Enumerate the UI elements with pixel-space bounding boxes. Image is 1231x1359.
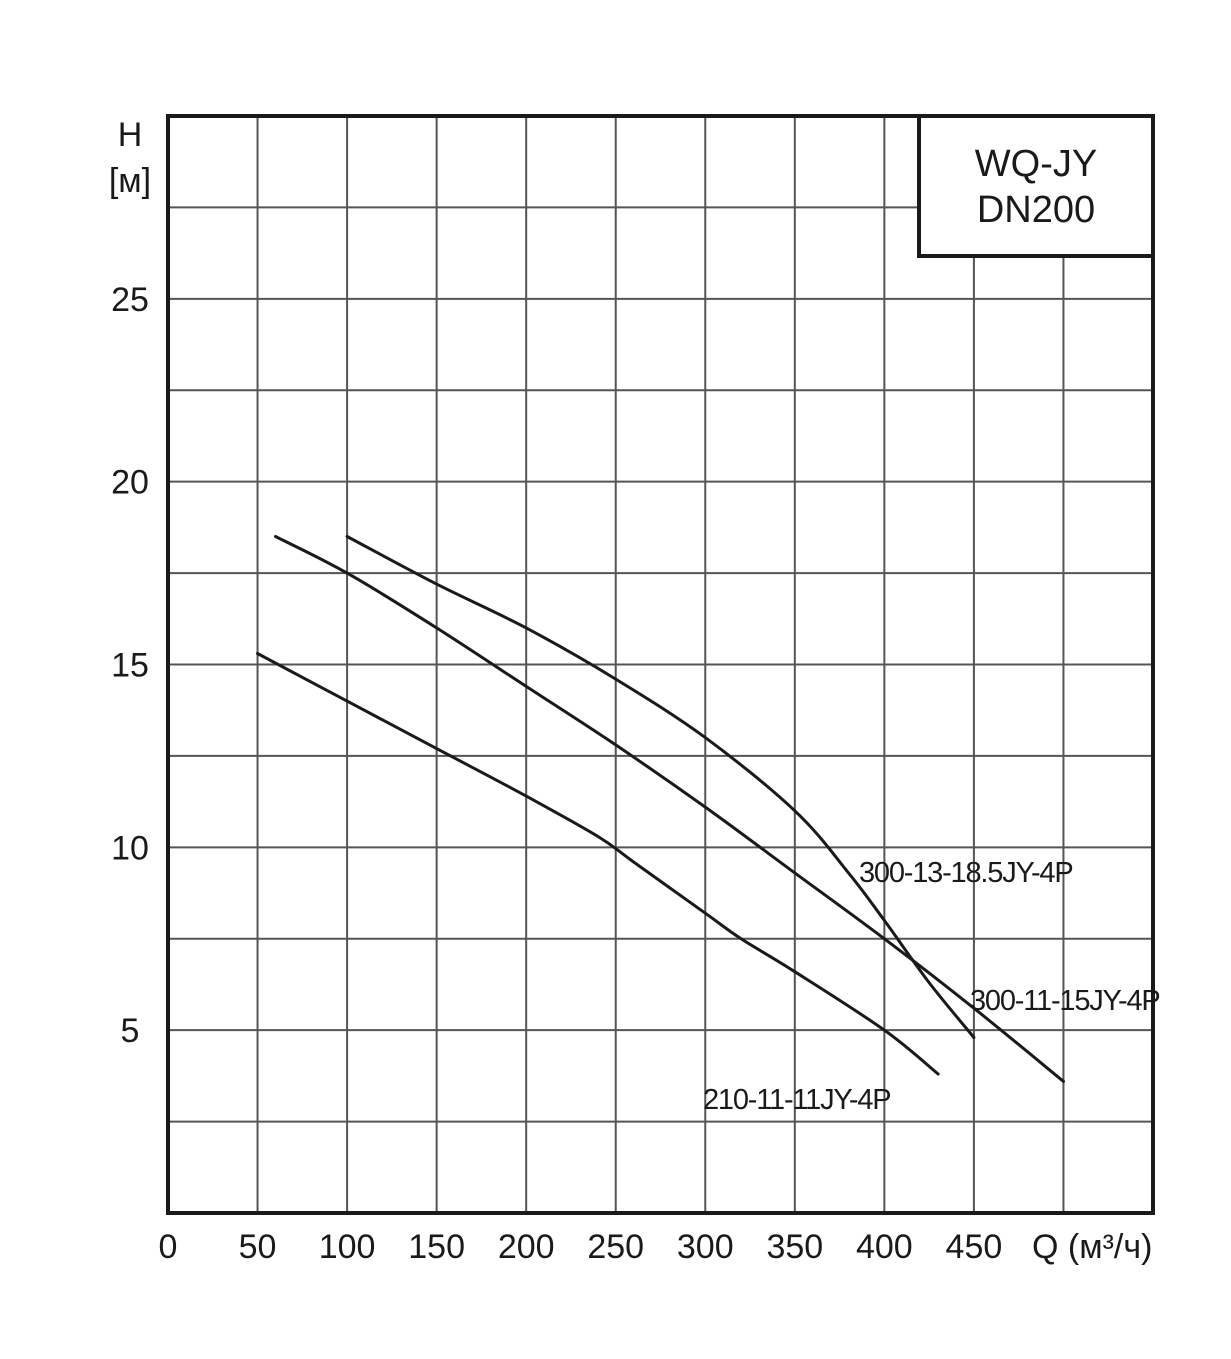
series-line-2 <box>256 652 940 1076</box>
plot-frame <box>166 114 1155 1215</box>
series-label-300-13: 300-13-18.5JY-4P <box>859 857 1073 889</box>
y-tick-label: 20 <box>111 464 149 502</box>
title-box: WQ-JY DN200 <box>917 114 1155 258</box>
y-tick-label: 25 <box>111 281 149 319</box>
curves <box>256 535 1065 1083</box>
y-axis-label-h: H <box>118 116 143 154</box>
x-tick-label: 0 <box>159 1228 178 1266</box>
x-tick-label: 300 <box>677 1228 734 1266</box>
x-tick-labels: 0 50 100 150 200 250 300 350 400 450 <box>159 1228 1003 1266</box>
x-tick-label: 250 <box>587 1228 644 1266</box>
grid <box>168 116 1153 1213</box>
x-tick-label: 400 <box>856 1228 913 1266</box>
x-tick-label: 350 <box>766 1228 823 1266</box>
x-tick-label: 150 <box>408 1228 465 1266</box>
y-tick-label: 10 <box>111 829 149 867</box>
y-tick-label: 5 <box>121 1012 140 1050</box>
series-line-0 <box>345 535 976 1039</box>
y-tick-labels: 5 10 15 20 25 <box>111 281 149 1050</box>
y-tick-label: 15 <box>111 647 149 685</box>
x-tick-label: 50 <box>239 1228 277 1266</box>
title-box-frame <box>917 114 1155 258</box>
chart-title-line-2: DN200 <box>977 189 1095 231</box>
x-tick-label: 450 <box>946 1228 1003 1266</box>
x-tick-label: 100 <box>319 1228 376 1266</box>
x-tick-label: 200 <box>498 1228 555 1266</box>
chart-title-line-1: WQ-JY <box>975 143 1097 185</box>
series-line-1 <box>274 535 1065 1083</box>
y-axis-label-unit: [м] <box>109 162 151 200</box>
series-label-300-11: 300-11-15JY-4P <box>970 985 1160 1017</box>
series-label-210-11: 210-11-11JY-4P <box>703 1084 890 1116</box>
x-axis-label: Q (м³/ч) <box>1032 1228 1152 1266</box>
